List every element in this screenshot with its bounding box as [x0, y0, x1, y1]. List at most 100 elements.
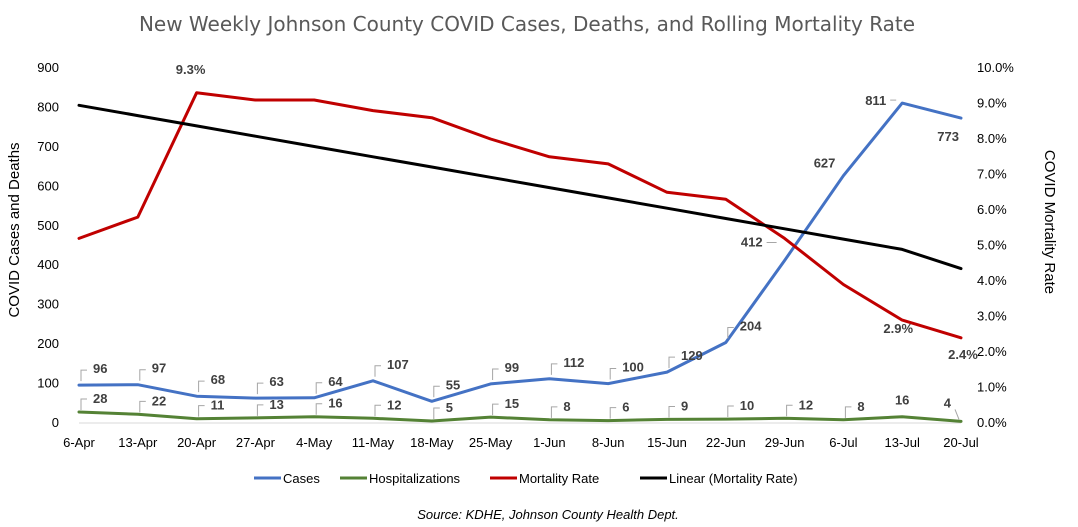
y-tick-label: 600 — [37, 178, 59, 193]
y-axis-title: COVID Cases and Deaths — [6, 142, 23, 317]
legend-label: Mortality Rate — [519, 471, 599, 486]
data-label-cases: 811 — [865, 93, 886, 108]
data-label-mortality: 2.4% — [948, 347, 978, 362]
y2-tick-label: 2.0% — [977, 344, 1007, 359]
x-tick-label: 29-Jun — [765, 435, 805, 450]
data-label-leader — [550, 363, 558, 375]
legend: Cases Hospitalizations Mortality Rate Linea… — [254, 471, 798, 486]
data-label-cases: 204 — [740, 319, 762, 334]
data-label-leader — [433, 407, 440, 420]
data-label-mortality: 9.3% — [176, 62, 206, 77]
data-label-hospitalizations: 6 — [622, 400, 629, 415]
data-label-leader — [315, 382, 323, 394]
series-line — [77, 91, 963, 340]
x-tick-label: 25-May — [469, 435, 513, 450]
data-label-hospitalizations: 12 — [387, 397, 401, 412]
x-tick-label: 6-Apr — [63, 435, 95, 450]
data-label-leader — [844, 406, 852, 418]
data-label-cases: 112 — [563, 355, 584, 370]
data-label-cases: 99 — [505, 360, 519, 375]
x-tick-label: 8-Jun — [592, 435, 625, 450]
x-tick-label: 4-May — [296, 435, 333, 450]
x-tick-label: 18-May — [410, 435, 454, 450]
data-label-cases: 627 — [814, 156, 836, 171]
data-label-hospitalizations: 9 — [681, 398, 688, 413]
data-label-cases: 773 — [937, 129, 959, 144]
data-label-hospitalizations: 10 — [740, 398, 754, 413]
y2-tick-label: 5.0% — [977, 238, 1007, 253]
y-tick-label: 800 — [37, 99, 59, 114]
y2-tick-label: 3.0% — [977, 309, 1007, 324]
y-tick-label: 500 — [37, 218, 59, 233]
data-label-hospitalizations: 16 — [328, 396, 342, 411]
y2-tick-label: 6.0% — [977, 202, 1007, 217]
x-tick-label: 13-Jul — [884, 435, 920, 450]
y-tick-label: 700 — [37, 139, 59, 154]
data-label-leader — [256, 382, 264, 395]
series-line — [77, 410, 963, 423]
data-label-leader — [433, 385, 440, 398]
data-label-leader — [609, 407, 617, 419]
data-label-leader — [374, 404, 381, 417]
data-label-leader — [139, 400, 146, 413]
data-label-leader — [668, 405, 675, 418]
legend-label: Cases — [283, 471, 320, 486]
legend-label: Linear (Mortality Rate) — [669, 471, 798, 486]
data-label-cases: 107 — [387, 357, 409, 372]
data-label-leader — [550, 406, 558, 418]
x-tick-label: 27-Apr — [236, 435, 276, 450]
data-label-leader — [80, 398, 87, 410]
y-tick-label: 300 — [37, 297, 59, 312]
x-tick-label: 11-May — [352, 435, 395, 450]
data-label-leader — [374, 365, 381, 377]
data-label-hospitalizations: 13 — [269, 397, 283, 412]
series-line — [77, 101, 963, 403]
data-label-cases: 64 — [328, 374, 343, 389]
data-label-leader — [786, 404, 793, 417]
y2-axis-title: COVID Mortality Rate — [1041, 150, 1058, 294]
y2-tick-label: 10.0% — [977, 60, 1014, 75]
data-label-leader — [668, 356, 675, 369]
data-label-leader — [139, 369, 146, 381]
data-label-hospitalizations: 11 — [211, 398, 225, 413]
data-label-leader — [609, 368, 617, 380]
data-label-hospitalizations: 16 — [895, 393, 909, 408]
data-label-hospitalizations: 5 — [446, 400, 453, 415]
data-label-hospitalizations: 12 — [799, 397, 813, 412]
data-label-hospitalizations: 15 — [505, 396, 519, 411]
x-tick-label: 13-Apr — [118, 435, 158, 450]
data-label-cases: 63 — [269, 374, 283, 389]
x-tick-label: 1-Jun — [533, 435, 566, 450]
y-tick-label: 100 — [37, 376, 59, 391]
data-label-leader — [727, 327, 734, 339]
x-tick-label: 6-Jul — [829, 435, 857, 450]
source-note: Source: KDHE, Johnson County Health Dept… — [417, 507, 679, 522]
data-label-hospitalizations: 28 — [93, 391, 107, 406]
y2-tick-label: 7.0% — [977, 167, 1007, 182]
data-label-mortality: 2.9% — [883, 321, 913, 336]
data-label-leader — [198, 405, 205, 417]
y2-tick-label: 1.0% — [977, 380, 1007, 395]
y2-tick-label: 4.0% — [977, 273, 1007, 288]
data-label-leader — [492, 403, 499, 416]
plot-area: 0 100 200 300 400 500 600 700 800 900 0.0% 1.0% 2.0%… — [37, 60, 1014, 450]
data-label-cases: 96 — [93, 361, 107, 376]
data-label-hospitalizations: 4 — [944, 395, 952, 410]
chart-title: New Weekly Johnson County COVID Cases, D… — [139, 12, 915, 36]
x-tick-label: 20-Jul — [943, 435, 979, 450]
y-tick-label: 900 — [37, 60, 59, 75]
y-tick-label: 400 — [37, 257, 59, 272]
data-label-cases: 100 — [622, 360, 644, 375]
data-label-cases: 129 — [681, 348, 703, 363]
data-label-cases: 97 — [152, 361, 166, 376]
data-label-leader — [198, 380, 205, 393]
data-label-hospitalizations: 22 — [152, 393, 166, 408]
data-label-leader — [727, 405, 734, 418]
x-tick-label: 20-Apr — [177, 435, 217, 450]
data-label-leader — [954, 409, 960, 420]
x-tick-label: 15-Jun — [647, 435, 687, 450]
y2-tick-label: 0.0% — [977, 415, 1007, 430]
data-label-hospitalizations: 8 — [857, 399, 864, 414]
data-label-hospitalizations: 8 — [563, 399, 570, 414]
